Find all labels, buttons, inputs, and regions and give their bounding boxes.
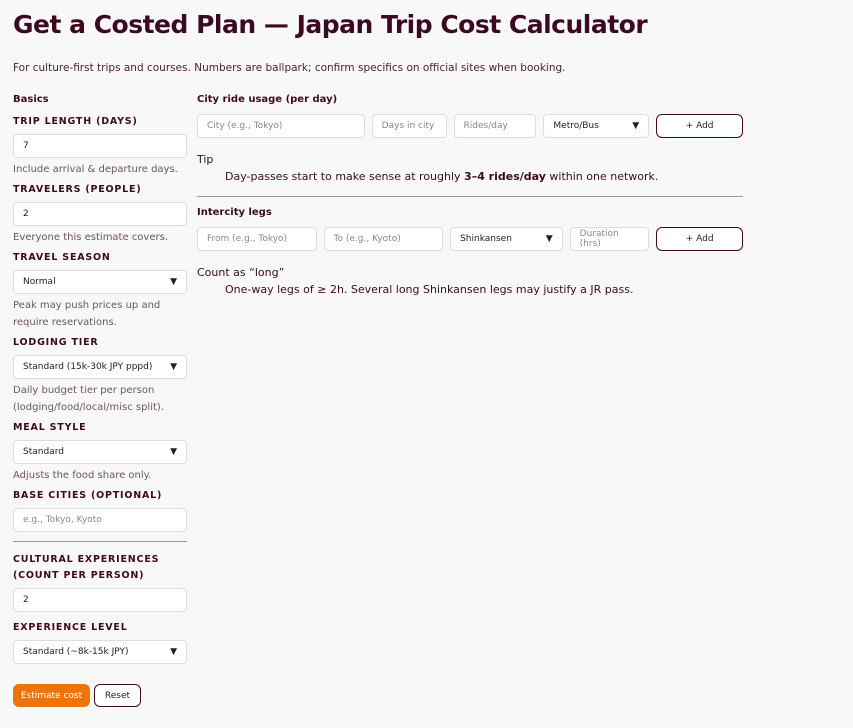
season-label: TRAVEL SEASON: [13, 252, 111, 263]
intro-text: For culture-first trips and courses. Num…: [13, 62, 566, 74]
chevron-down-icon: ▼: [170, 647, 177, 657]
trip-length-input[interactable]: 7: [13, 134, 187, 158]
estimate-cost-button[interactable]: Estimate cost: [13, 684, 90, 707]
cities-placeholder: e.g., Tokyo, Kyoto: [23, 515, 102, 525]
reset-button[interactable]: Reset: [94, 684, 141, 707]
meal-label: MEAL STYLE: [13, 422, 87, 433]
experiences-label: CULTURAL EXPERIENCES (COUNT PER PERSON): [13, 554, 160, 581]
add-intercity-leg-button[interactable]: + Add: [656, 227, 743, 251]
to-placeholder: To (e.g., Kyoto): [333, 234, 401, 244]
basics-panel: Basics TRIP LENGTH (DAYS) 7 Include arri…: [13, 94, 187, 707]
from-placeholder: From (e.g., Tokyo): [207, 234, 288, 244]
days-in-city-input[interactable]: Days in city: [371, 114, 447, 138]
long-leg-text: One-way legs of ≥ 2h. Several long Shink…: [225, 283, 634, 296]
city-placeholder: City (e.g., Tokyo): [207, 121, 283, 131]
lodging-value: Standard (15k-30k JPY pppd): [23, 362, 153, 372]
cities-label: BASE CITIES (OPTIONAL): [13, 490, 163, 501]
experience-level-select[interactable]: Standard (~8k-15k JPY) ▼: [13, 640, 187, 664]
travelers-value: 2: [23, 209, 29, 219]
chevron-down-icon: ▼: [170, 362, 177, 372]
city-rides-heading: City ride usage (per day): [197, 94, 338, 105]
chevron-down-icon: ▼: [170, 277, 177, 287]
ride-mode-select[interactable]: Metro/Bus ▼: [543, 114, 650, 138]
experience-level-label: EXPERIENCE LEVEL: [13, 622, 128, 633]
travelers-input[interactable]: 2: [13, 202, 187, 226]
chevron-down-icon: ▼: [170, 447, 177, 457]
basics-heading: Basics: [13, 94, 49, 105]
experience-level-value: Standard (~8k-15k JPY): [23, 647, 129, 657]
rides-per-day-input[interactable]: Rides/day: [453, 114, 537, 138]
long-leg-term: Count as “long”: [197, 266, 285, 279]
chevron-down-icon: ▼: [632, 121, 640, 131]
cities-input[interactable]: e.g., Tokyo, Kyoto: [13, 508, 187, 532]
intercity-mode-value: Shinkansen: [460, 234, 512, 244]
experiences-value: 2: [23, 595, 29, 605]
from-input[interactable]: From (e.g., Tokyo): [197, 227, 317, 251]
add-city-ride-button[interactable]: + Add: [656, 114, 743, 138]
trip-length-label: TRIP LENGTH (DAYS): [13, 116, 138, 127]
meal-select[interactable]: Standard ▼: [13, 440, 187, 464]
travelers-hint: Everyone this estimate covers.: [13, 232, 168, 243]
lodging-label: LODGING TIER: [13, 337, 99, 348]
meal-hint: Adjusts the food share only.: [13, 470, 152, 481]
season-select[interactable]: Normal ▼: [13, 270, 187, 294]
trip-length-hint: Include arrival & departure days.: [13, 164, 178, 175]
transport-panel: City ride usage (per day) City (e.g., To…: [197, 94, 743, 296]
experiences-input[interactable]: 2: [13, 588, 187, 612]
divider: [197, 196, 743, 197]
tip-term: Tip: [197, 153, 214, 166]
chevron-down-icon: ▼: [545, 234, 553, 244]
days-placeholder: Days in city: [381, 121, 435, 131]
tip-text: Day-passes start to make sense at roughl…: [225, 170, 659, 183]
intercity-mode-select[interactable]: Shinkansen ▼: [450, 227, 563, 251]
meal-value: Standard: [23, 447, 64, 457]
trip-length-value: 7: [23, 141, 29, 151]
city-input[interactable]: City (e.g., Tokyo): [197, 114, 365, 138]
divider: [13, 541, 187, 542]
duration-input[interactable]: Duration (hrs): [569, 227, 650, 251]
season-hint: Peak may push prices up and require rese…: [13, 300, 161, 328]
to-input[interactable]: To (e.g., Kyoto): [323, 227, 444, 251]
season-value: Normal: [23, 277, 56, 287]
rides-placeholder: Rides/day: [463, 121, 508, 131]
lodging-select[interactable]: Standard (15k-30k JPY pppd) ▼: [13, 355, 187, 379]
intercity-heading: Intercity legs: [197, 207, 272, 218]
lodging-hint: Daily budget tier per person (lodging/fo…: [13, 385, 164, 413]
ride-mode-value: Metro/Bus: [553, 121, 599, 131]
page-title: Get a Costed Plan — Japan Trip Cost Calc…: [13, 10, 648, 39]
travelers-label: TRAVELERS (PEOPLE): [13, 184, 142, 195]
duration-placeholder: Duration (hrs): [579, 229, 619, 249]
